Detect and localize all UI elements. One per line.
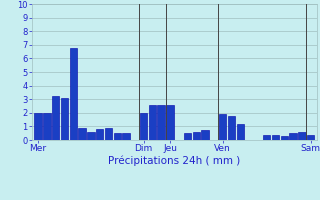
Bar — [96, 129, 103, 140]
Bar — [298, 132, 306, 140]
Bar — [149, 105, 156, 140]
Bar — [114, 133, 121, 140]
Bar — [193, 132, 200, 140]
Bar — [201, 130, 209, 140]
Bar — [140, 113, 148, 140]
Bar — [157, 105, 165, 140]
Bar — [35, 113, 42, 140]
X-axis label: Précipitations 24h ( mm ): Précipitations 24h ( mm ) — [108, 156, 241, 166]
Bar — [228, 116, 235, 140]
Bar — [219, 114, 227, 140]
Bar — [272, 135, 279, 140]
Bar — [105, 128, 112, 140]
Bar — [289, 133, 297, 140]
Bar — [263, 135, 270, 140]
Bar — [184, 133, 191, 140]
Bar — [281, 136, 288, 140]
Bar — [307, 135, 314, 140]
Bar — [166, 105, 174, 140]
Bar — [87, 132, 95, 140]
Bar — [69, 48, 77, 140]
Bar — [52, 96, 60, 140]
Bar — [78, 128, 86, 140]
Bar — [122, 133, 130, 140]
Bar — [43, 113, 51, 140]
Bar — [236, 124, 244, 140]
Bar — [61, 98, 68, 140]
